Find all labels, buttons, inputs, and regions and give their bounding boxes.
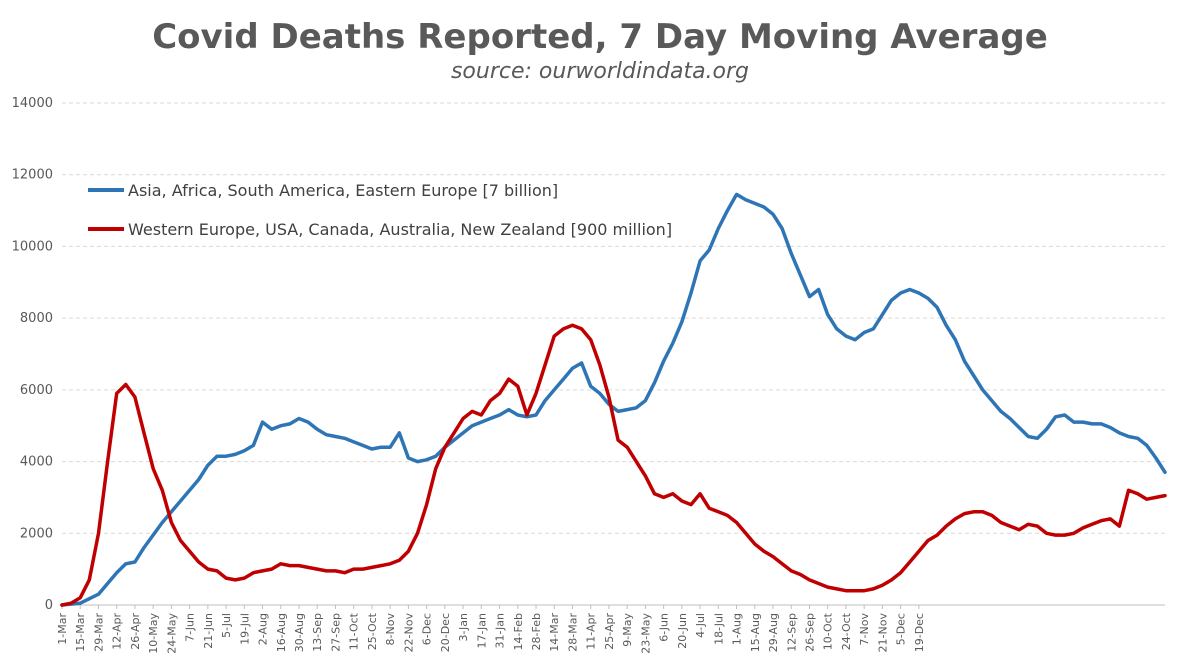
x-tick-label: 23-May [639,613,652,654]
legend: Asia, Africa, South America, Eastern Eur… [88,181,672,239]
chart-subtitle: source: ourworldindata.org [451,59,749,84]
x-tick-label: 13-Sep [311,613,324,652]
x-tick-label: 31-Jan [494,613,507,649]
x-tick-label: 15-Aug [749,613,762,652]
y-axis-ticks: 0 2000 4000 6000 8000 10000 12000 14000 [12,96,53,613]
series-line-asia-africa-sa-ee [60,192,1167,607]
x-tick-label: 12-Apr [111,613,124,650]
x-tick-label: 25-Oct [366,612,379,650]
x-tick-label: 28-Mar [566,613,579,652]
x-tick-label: 4-Jul [694,613,707,638]
y-tick-label: 6000 [20,383,53,398]
x-tick-label: 9-May [621,613,634,647]
x-tick-label: 28-Feb [530,613,543,650]
x-tick-label: 21-Nov [876,613,889,653]
x-tick-label: 24-May [165,613,178,654]
x-tick-label: 6-Dec [421,613,434,645]
y-tick-label: 4000 [20,455,53,470]
x-tick-label: 21-Jun [202,613,215,649]
x-tick-label: 24-Oct [840,612,853,650]
y-tick-label: 12000 [12,168,53,183]
gridlines [62,102,1165,534]
y-tick-label: 0 [45,598,53,613]
x-tick-label: 20-Jun [676,613,689,649]
legend-label-western: Western Europe, USA, Canada, Australia, … [128,220,672,239]
x-tick-label: 2-Aug [257,613,270,645]
x-tick-label: 1-Mar [56,613,69,645]
legend-label-asia: Asia, Africa, South America, Eastern Eur… [128,181,558,200]
series-line-western [60,323,1167,607]
x-tick-label: 14-Feb [512,613,525,650]
x-tick-label: 29-Mar [92,613,105,652]
x-tick-label: 5-Dec [895,613,908,645]
x-tick-label: 19-Jul [238,613,251,645]
x-tick-label: 10-Oct [822,612,835,650]
x-axis-ticks: 1-Mar 15-Mar 29-Mar 12-Apr 26-Apr 10-May 24-Ma… [56,605,926,654]
x-tick-label: 15-Mar [74,613,87,652]
x-tick-label: 26-Sep [803,613,816,652]
x-tick-label: 7-Nov [858,613,871,646]
x-tick-label: 14-Mar [548,613,561,652]
x-tick-label: 1-Aug [731,613,744,645]
x-tick-label: 22-Nov [402,613,415,653]
x-tick-label: 20-Dec [439,613,452,652]
y-tick-label: 8000 [20,311,53,326]
x-tick-label: 30-Aug [293,613,306,652]
x-tick-label: 3-Jan [457,613,470,642]
x-tick-label: 26-Apr [129,613,142,650]
x-tick-label: 6-Jun [658,613,671,642]
x-tick-label: 19-Dec [913,613,926,652]
x-tick-label: 17-Jan [475,613,488,649]
x-tick-label: 18-Jul [712,613,725,645]
y-tick-label: 2000 [20,526,53,541]
x-tick-label: 16-Aug [275,613,288,652]
x-tick-label: 11-Oct [348,612,361,650]
series-lines [60,192,1167,607]
x-tick-label: 11-Apr [585,613,598,650]
chart-title: Covid Deaths Reported, 7 Day Moving Aver… [152,17,1048,57]
x-tick-label: 5-Jul [220,613,233,638]
y-tick-label: 14000 [12,96,53,111]
y-tick-label: 10000 [12,239,53,254]
x-tick-label: 12-Sep [785,613,798,652]
x-tick-label: 25-Apr [603,613,616,650]
x-tick-label: 10-May [147,613,160,654]
x-tick-label: 8-Nov [384,613,397,646]
x-tick-label: 29-Aug [767,613,780,652]
x-tick-label: 27-Sep [329,613,342,652]
x-tick-label: 7-Jun [184,613,197,642]
